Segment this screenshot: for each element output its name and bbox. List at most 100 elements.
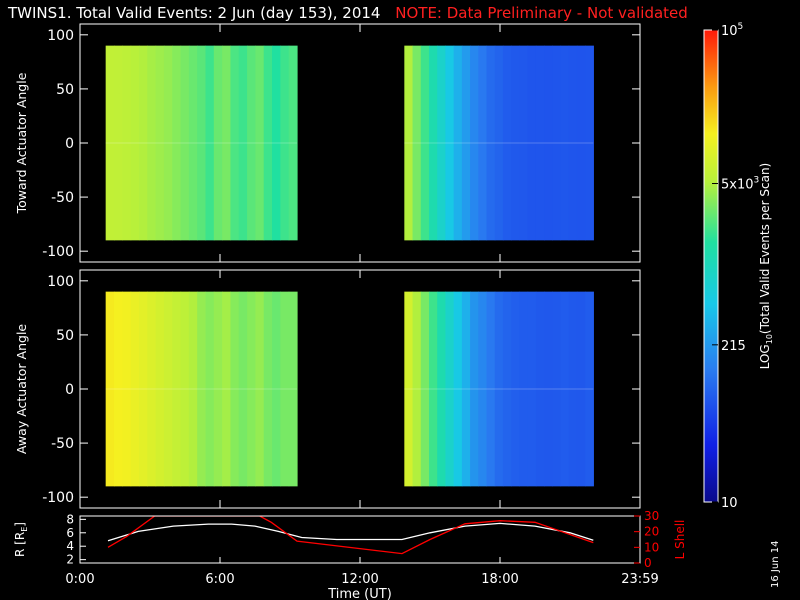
heatmap-column (486, 45, 496, 241)
colorbar-tick-exp: 3 (754, 176, 760, 186)
heatmap-column (576, 291, 586, 487)
heatmap-column (122, 45, 132, 241)
heatmap-column (560, 291, 570, 487)
heatmap-column (519, 291, 529, 487)
heatmap-column (105, 45, 115, 241)
heatmap-column (437, 45, 447, 241)
heatmap-column (428, 291, 438, 487)
x-axis-label: Time (UT) (327, 587, 392, 600)
heatmap-column (247, 45, 257, 241)
heatmap-column (470, 291, 479, 487)
heatmap-column (155, 45, 165, 241)
y-tick-label: 50 (56, 82, 74, 98)
data-segment-1 (105, 45, 298, 241)
heatmap-column (511, 291, 520, 487)
heatmap-column (412, 45, 422, 241)
heatmap-column (544, 291, 553, 487)
heatmap-column (172, 291, 182, 487)
colorbar-label-log: LOG (758, 344, 772, 369)
heatmap-column (527, 45, 537, 241)
colorbar-tick-label: 105 (721, 22, 743, 39)
heatmap-column (130, 291, 140, 487)
heatmap-column (122, 291, 132, 487)
colorbar-tick-base: 5x10 (721, 178, 754, 193)
radius-line (107, 522, 594, 542)
heatmap-column (437, 291, 447, 487)
heatmap-column (113, 45, 123, 241)
colorbar-tick-base: 215 (721, 339, 746, 354)
lshell-axis-label: L Shell (673, 520, 687, 560)
heatmap-column (461, 291, 471, 487)
heatmap-column (494, 45, 504, 241)
heatmap-column (205, 291, 215, 487)
heatmap-column (105, 291, 115, 487)
y-tick-label: -100 (42, 244, 74, 260)
colorbar-tick-exp: 5 (738, 22, 744, 32)
heatmap-column (544, 45, 553, 241)
heatmap-column (511, 45, 520, 241)
heatmap-column (461, 45, 471, 241)
heatmap-column (272, 45, 281, 241)
chart-title: TWINS1. Total Valid Events: 2 Jun (day 1… (8, 4, 688, 22)
time-tick-label: 6:00 (205, 572, 234, 587)
heatmap-column (222, 291, 232, 487)
heatmap-column (188, 45, 198, 241)
heatmap-column (138, 45, 148, 241)
colorbar-tick-label: 215 (721, 339, 746, 354)
heatmap-column (255, 45, 265, 241)
heatmap-column (576, 45, 586, 241)
heatmap-column (138, 291, 148, 487)
heatmap-column (478, 45, 488, 241)
heatmap-column (255, 291, 265, 487)
y-tick-label: 100 (47, 28, 74, 44)
heatmap-column (552, 45, 562, 241)
heatmap-column (552, 291, 562, 487)
heatmap-column (527, 291, 537, 487)
heatmap-column (486, 291, 496, 487)
heatmap-column (238, 45, 248, 241)
heatmap-column (585, 45, 594, 241)
heatmap-column (180, 45, 190, 241)
heatmap-column (205, 45, 215, 241)
heatmap-column (263, 291, 273, 487)
heatmap-column (404, 45, 414, 241)
heatmap-column (230, 291, 240, 487)
heatmap-column (420, 291, 430, 487)
heatmap-column (494, 291, 504, 487)
heatmap-column (404, 291, 414, 487)
lshell-line (107, 516, 594, 555)
generation-date: 16 Jun 14 (770, 540, 781, 588)
heatmap-column (113, 291, 123, 487)
data-segment-2 (404, 45, 594, 241)
heatmap-column (163, 45, 173, 241)
y-tick-label: 100 (47, 274, 74, 290)
y-tick-label: -50 (51, 436, 74, 452)
colorbar-scale (703, 29, 719, 503)
time-tick-label: 18:00 (481, 572, 518, 587)
heatmap-column (470, 45, 479, 241)
heatmap-column (272, 291, 281, 487)
time-tick-label: 23:59 (621, 572, 658, 587)
colorbar-tick-base: 10 (721, 496, 738, 511)
data-segment-1 (105, 291, 298, 487)
heatmap-column (288, 291, 298, 487)
colorbar-label-sub: 10 (765, 334, 774, 344)
heatmap-column (197, 291, 207, 487)
colorbar-label: LOG10(Total Valid Events per Scan) (758, 163, 774, 370)
toward-panel: 100 50 0 -50 -100 Toward Actuator Angle (14, 23, 641, 263)
heatmap-column (412, 291, 422, 487)
heatmap-column (560, 45, 570, 241)
heatmap-column (180, 291, 190, 487)
r-tick-label: 6 (66, 526, 74, 540)
heatmap-column (502, 291, 512, 487)
lshell-tick-label: 20 (644, 525, 659, 539)
r-tick-label: 4 (66, 539, 74, 553)
heatmap-column (280, 291, 290, 487)
r-axis-label-main: R [R (13, 532, 27, 557)
lshell-tick-label: 30 (644, 509, 659, 523)
y-tick-label: 50 (56, 328, 74, 344)
colorbar-tick-label: 10 (721, 496, 738, 511)
away-panel: 100 50 0 -50 -100 Away Actuator Angle (14, 269, 641, 509)
